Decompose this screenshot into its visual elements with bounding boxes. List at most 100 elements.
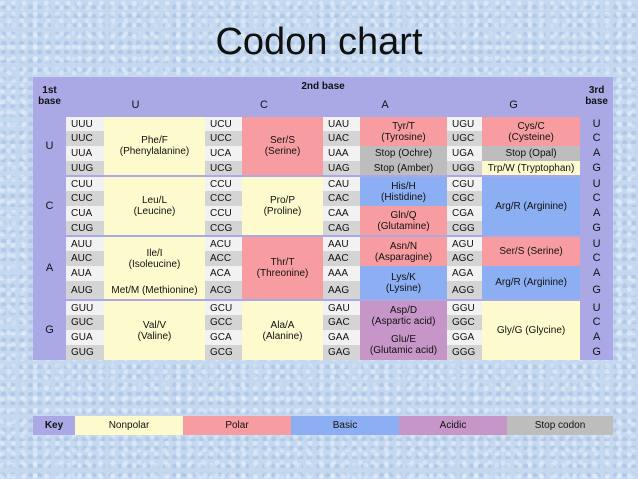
codon: CCG — [205, 221, 242, 236]
aa-name: Cys/C — [517, 120, 545, 132]
codon: CGU — [447, 175, 482, 191]
aa-fullname: (Leucine) — [133, 206, 176, 217]
amino-acid-cell: Glu/E (Glutamic acid) — [360, 330, 447, 360]
key-polar: Polar — [183, 416, 291, 435]
aa-name: Lys/K — [391, 271, 416, 283]
amino-acid-cell: His/H (Histidine) — [360, 175, 447, 206]
codon: CGC — [447, 191, 482, 206]
first-base-header-l1: 1st — [42, 85, 57, 96]
codon: CGA — [447, 206, 482, 221]
codon: CAC — [323, 191, 360, 206]
codon: GCA — [205, 330, 242, 345]
aa-fullname: (Glutamine) — [377, 220, 430, 232]
codon: GUC — [66, 315, 104, 330]
codon: CCU — [205, 206, 242, 221]
amino-acid-cell: Phe/F (Phenylalanine) — [104, 115, 205, 176]
first-base-header: 1st base — [33, 77, 66, 116]
codon: UCA — [205, 146, 242, 161]
aa-fullname: (Glutamic acid) — [369, 345, 438, 356]
amino-acid-cell: Arg/R (Arginine) — [482, 266, 581, 300]
amino-acid-cell: Pro/P (Proline) — [242, 175, 323, 236]
key-basic: Basic — [291, 416, 399, 435]
codon: UAG — [323, 161, 360, 176]
color-key: Key Nonpolar Polar Basic Acidic Stop cod… — [33, 416, 613, 435]
codon: AAC — [323, 251, 360, 266]
amino-acid-cell: Ser/S (Serine) — [482, 235, 581, 266]
aa-name: Ala/A — [270, 319, 295, 331]
codon: GAG — [323, 345, 360, 360]
col-header-c: C — [205, 95, 323, 116]
codon: AAA — [323, 266, 360, 281]
amino-acid-cell: Thr/T (Threonine) — [242, 235, 323, 300]
amino-acid-cell: Ile/I (Isoleucine) — [104, 235, 205, 281]
codon: ACA — [205, 266, 242, 281]
aa-name: Asp/D — [389, 304, 418, 316]
codon: UCU — [205, 115, 242, 131]
aa-fullname: (Phenylalanine) — [119, 146, 190, 157]
codon: ACG — [205, 281, 242, 300]
third-base-header-l2: base — [585, 96, 608, 107]
codon: CAU — [323, 175, 360, 191]
codon: GUU — [66, 299, 104, 315]
codon: GUA — [66, 330, 104, 345]
third-base: U — [580, 175, 614, 191]
amino-acid-cell: Met/M (Methionine) — [104, 281, 205, 300]
amino-acid-cell: Stop (Opal) — [482, 146, 581, 161]
aa-fullname: (Valine) — [137, 330, 172, 342]
codon: UUU — [66, 115, 104, 131]
codon: AAU — [323, 235, 360, 251]
aa-fullname: (Alanine) — [262, 330, 303, 342]
codon: GAC — [323, 315, 360, 330]
amino-acid-cell: Asn/N (Asparagine) — [360, 235, 447, 266]
codon: AUC — [66, 251, 104, 266]
first-base-g: G — [33, 299, 66, 360]
codon: GCG — [205, 345, 242, 360]
codon: GUG — [66, 345, 104, 360]
third-base-header: 3rd base — [580, 77, 614, 116]
codon: CUC — [66, 191, 104, 206]
aa-fullname: (Asparagine) — [374, 251, 433, 263]
amino-acid-cell: Cys/C (Cysteine) — [482, 115, 581, 146]
third-base: A — [580, 146, 614, 161]
aa-fullname: (Cysteine) — [508, 131, 554, 143]
first-base-c: C — [33, 175, 66, 236]
codon-table: 1st base 2nd base 3rd base U C A G U UUU… — [33, 77, 614, 360]
codon: GGA — [447, 330, 482, 345]
amino-acid-cell: Ser/S (Serine) — [242, 115, 323, 176]
amino-acid-cell: Lys/K (Lysine) — [360, 266, 447, 300]
col-header-g: G — [447, 95, 581, 116]
aa-fullname: (Threonine) — [256, 268, 309, 279]
page-title: Codon chart — [215, 21, 423, 63]
amino-acid-cell: Ala/A (Alanine) — [242, 299, 323, 360]
codon: CUG — [66, 221, 104, 236]
amino-acid-cell: Gly/G (Glycine) — [482, 299, 581, 360]
codon: AGC — [447, 251, 482, 266]
aa-fullname: (Proline) — [263, 206, 302, 217]
third-base: C — [580, 315, 614, 330]
codon: GAA — [323, 330, 360, 345]
third-base: G — [580, 221, 614, 236]
third-base: U — [580, 115, 614, 131]
aa-fullname: (Tyrosine) — [381, 131, 426, 143]
amino-acid-cell: Stop (Amber) — [360, 161, 447, 176]
third-base: A — [580, 330, 614, 345]
aa-name: Thr/T — [270, 257, 295, 268]
third-base: C — [580, 191, 614, 206]
codon: UUC — [66, 131, 104, 146]
aa-name: Glu/E — [390, 334, 416, 345]
codon: AUU — [66, 235, 104, 251]
codon: GGG — [447, 345, 482, 360]
codon: UGG — [447, 161, 482, 176]
codon: CUU — [66, 175, 104, 191]
aa-fullname: (Aspartic acid) — [371, 315, 436, 327]
third-base: C — [580, 131, 614, 146]
codon: AGA — [447, 266, 482, 281]
aa-name: Ser/S — [269, 135, 295, 146]
codon: GCC — [205, 315, 242, 330]
aa-fullname: (Histidine) — [380, 191, 426, 203]
codon: ACU — [205, 235, 242, 251]
first-base-u: U — [33, 115, 66, 176]
amino-acid-cell: Trp/W (Tryptophan) — [482, 161, 581, 176]
aa-name: Asn/N — [389, 240, 418, 252]
aa-name: Val/V — [142, 319, 167, 331]
